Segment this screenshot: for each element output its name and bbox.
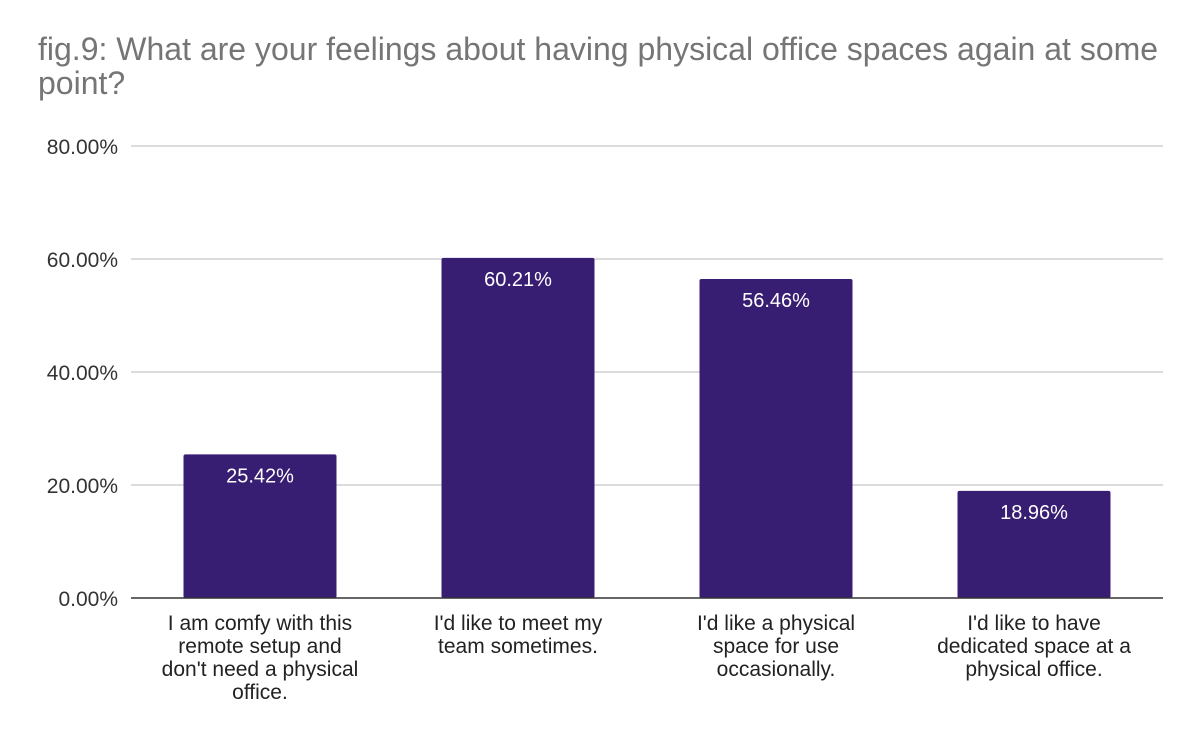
bar <box>957 490 1111 598</box>
x-category-line: dedicated space at a <box>937 635 1131 658</box>
x-category-line: I'd like to meet my <box>434 612 603 635</box>
y-tick-label: 20.00% <box>47 475 118 498</box>
x-category-line: I'd like to have <box>967 612 1101 635</box>
bar <box>441 257 595 598</box>
x-category-line: remote setup and <box>178 635 341 658</box>
x-category-label: I'd like a physical space for use occasion… <box>697 612 855 681</box>
x-category-line: space for use <box>713 635 839 658</box>
bar <box>699 279 853 598</box>
bar <box>183 454 337 598</box>
gridlines <box>131 145 1163 486</box>
data-label: 25.42% <box>226 465 294 487</box>
y-tick-label: 60.00% <box>47 249 118 272</box>
y-tick-label: 40.00% <box>47 362 118 385</box>
data-label: 56.46% <box>742 290 810 312</box>
x-axis-categories: I am comfy with this remote setup and don'… <box>162 612 1132 704</box>
x-category-line: occasionally. <box>717 658 836 681</box>
bars <box>183 257 1111 598</box>
y-tick-label: 0.00% <box>58 588 118 611</box>
x-category-line: I am comfy with this <box>168 612 352 635</box>
x-category-label: I am comfy with this remote setup and don'… <box>162 612 359 704</box>
y-axis-ticks: 0.00% 20.00% 40.00% 60.00% 80.00% <box>47 136 118 611</box>
data-label: 60.21% <box>484 269 552 291</box>
x-category-label: I'd like to have dedicated space at a phys… <box>937 612 1131 681</box>
x-category-line: I'd like a physical <box>697 612 855 635</box>
x-category-line: office. <box>232 681 288 704</box>
x-category-line: physical office. <box>965 658 1102 681</box>
data-labels: 25.42% 60.21% 56.46% 18.96% <box>226 269 1068 524</box>
x-category-line: team sometimes. <box>438 635 598 658</box>
chart-title: fig.9: What are your feelings about havi… <box>38 31 1159 101</box>
y-tick-label: 80.00% <box>47 136 118 159</box>
x-category-label: I'd like to meet my team sometimes. <box>434 612 603 658</box>
x-category-line: don't need a physical <box>162 658 359 681</box>
data-label: 18.96% <box>1000 502 1068 524</box>
